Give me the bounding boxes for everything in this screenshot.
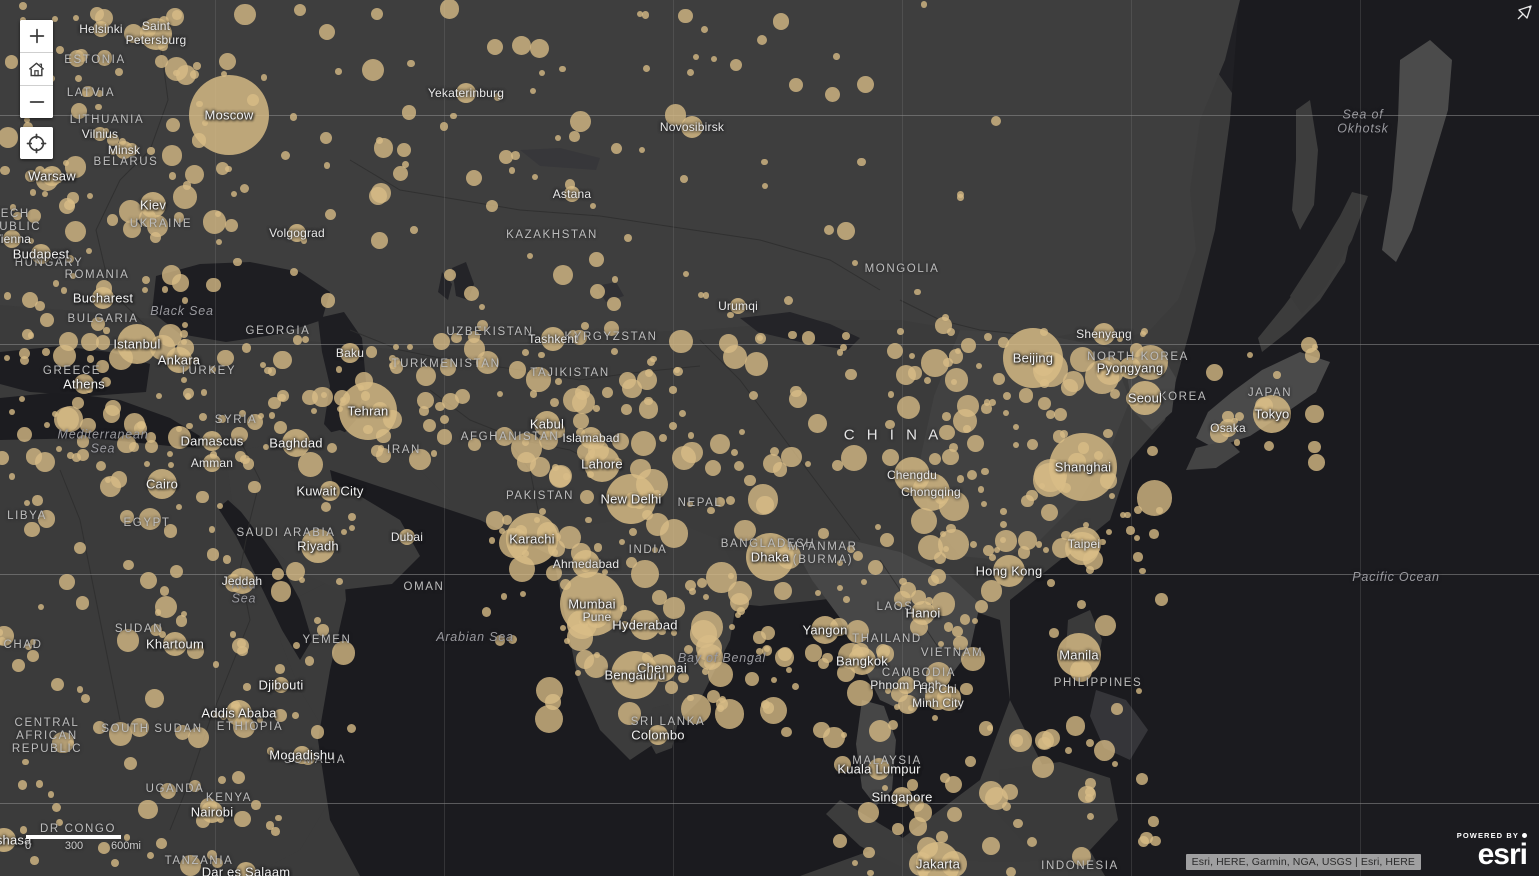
scale-bar-ticks: 0 300 600mi (22, 840, 142, 854)
locate-control-group (20, 127, 53, 159)
powered-by-text: POWERED BY (1456, 830, 1519, 840)
scale-tick-0: 0 (24, 840, 32, 852)
scale-tick-300: 300 (64, 840, 84, 852)
powered-by-label: POWERED BY (1456, 830, 1527, 840)
locate-button[interactable] (20, 127, 53, 159)
plus-icon (28, 27, 46, 45)
home-button[interactable] (20, 53, 53, 86)
scale-bar: 0 300 600mi (22, 835, 142, 854)
map-controls (20, 20, 53, 159)
attribution-text[interactable]: Esri, HERE, Garmin, NGA, USGS | Esri, HE… (1185, 854, 1421, 870)
crosshair-icon (26, 133, 47, 154)
scale-tick-600: 600mi (111, 840, 141, 852)
zoom-in-button[interactable] (20, 20, 53, 53)
esri-logo[interactable]: POWERED BY esri (1456, 830, 1528, 871)
zoom-control-group (20, 20, 53, 118)
expand-icon (1516, 5, 1533, 25)
minus-icon (28, 93, 46, 111)
esri-dot-icon (1522, 832, 1527, 838)
esri-wordmark: esri (1477, 838, 1528, 871)
zoom-out-button[interactable] (20, 86, 53, 118)
home-icon (27, 60, 46, 79)
scale-bar-line (26, 835, 121, 839)
expand-button[interactable] (1516, 4, 1533, 21)
